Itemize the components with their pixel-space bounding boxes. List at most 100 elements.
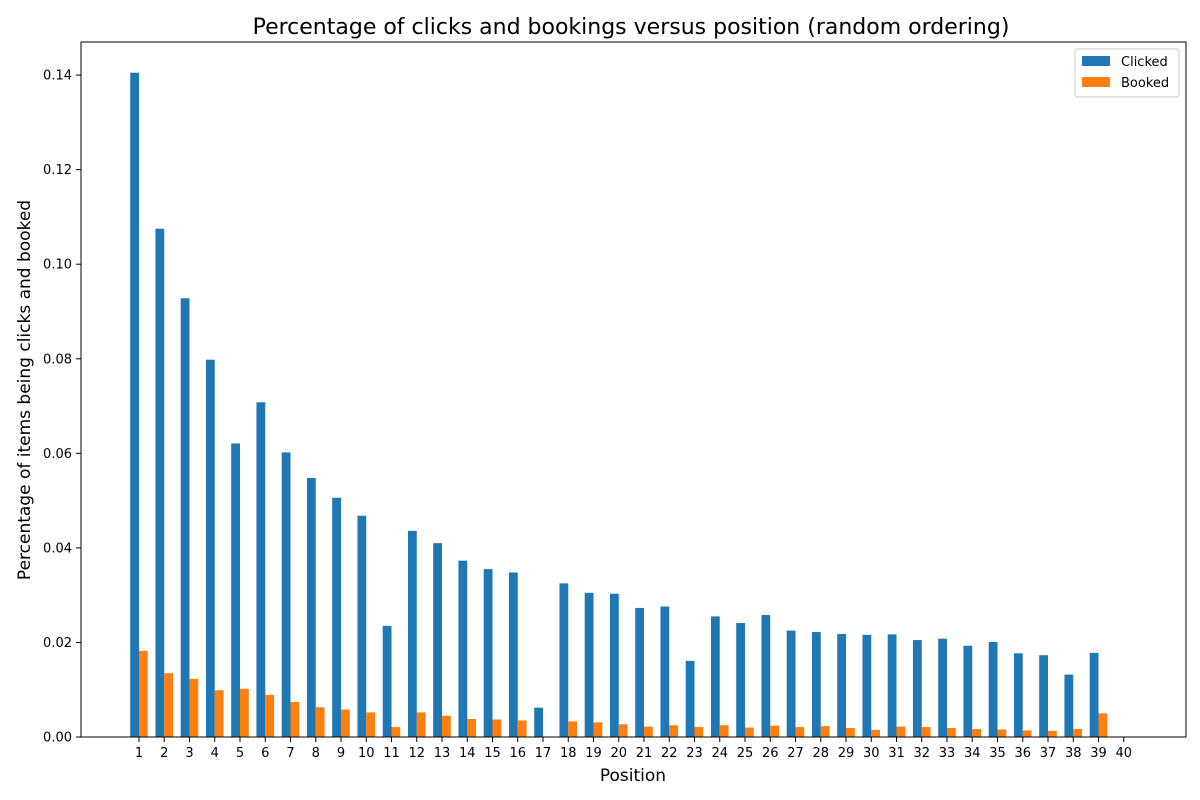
x-tick-label: 4 xyxy=(211,746,219,761)
bar-clicked-6 xyxy=(256,402,266,737)
bar-clicked-25 xyxy=(736,623,745,737)
bar-clicked-31 xyxy=(887,634,897,737)
bar-booked-35 xyxy=(997,729,1007,737)
x-tick-label: 3 xyxy=(185,746,193,761)
bar-clicked-2 xyxy=(155,228,165,737)
bar-booked-14 xyxy=(467,719,477,737)
bar-booked-27 xyxy=(795,727,805,737)
bar-booked-34 xyxy=(972,728,982,737)
y-tick-label: 0.10 xyxy=(43,258,72,273)
plot-frame xyxy=(80,41,1187,738)
y-tick-label: 0.04 xyxy=(43,541,72,556)
bar-clicked-20 xyxy=(609,593,619,737)
x-tick-label: 13 xyxy=(434,746,451,761)
bar-booked-6 xyxy=(265,694,275,737)
x-tick-label: 19 xyxy=(585,746,602,761)
bar-clicked-14 xyxy=(458,560,468,737)
x-tick-label: 1 xyxy=(135,746,143,761)
bar-clicked-7 xyxy=(281,452,291,737)
x-tick-label: 12 xyxy=(408,746,425,761)
bar-booked-19 xyxy=(593,722,603,737)
bar-booked-33 xyxy=(947,728,956,737)
y-axis: 0.00 0.02 0.04 0.06 0.08 0.10 0.12 0.14 xyxy=(43,69,81,746)
x-tick-label: 2 xyxy=(160,746,168,761)
x-tick-label: 5 xyxy=(236,746,244,761)
bar-booked-3 xyxy=(189,678,199,737)
bar-clicked-16 xyxy=(508,572,518,737)
legend-swatch-clicked xyxy=(1082,56,1110,66)
bar-booked-29 xyxy=(846,728,855,737)
x-tick-label: 25 xyxy=(737,746,754,761)
y-axis-label: Percentage of items being clicks and boo… xyxy=(15,200,35,580)
bar-booked-21 xyxy=(644,726,653,737)
bar-clicked-3 xyxy=(180,298,190,737)
x-tick-label: 24 xyxy=(711,746,728,761)
bar-clicked-13 xyxy=(433,543,442,737)
bar-booked-15 xyxy=(492,719,502,737)
bar-clicked-32 xyxy=(912,640,922,737)
x-tick-label: 6 xyxy=(261,746,269,761)
bar-booked-5 xyxy=(240,688,249,737)
bar-booked-4 xyxy=(214,690,224,737)
bar-booked-39 xyxy=(1098,713,1108,737)
bar-booked-18 xyxy=(568,721,578,737)
bar-booked-25 xyxy=(745,727,754,737)
bar-booked-13 xyxy=(442,715,451,737)
bar-clicked-5 xyxy=(231,443,240,737)
bar-clicked-30 xyxy=(862,634,872,737)
bar-clicked-12 xyxy=(407,530,417,737)
x-tick-label: 39 xyxy=(1090,746,1107,761)
bar-clicked-39 xyxy=(1089,652,1099,737)
x-tick-label: 21 xyxy=(636,746,653,761)
bar-clicked-37 xyxy=(1039,655,1048,737)
x-tick-label: 22 xyxy=(661,746,678,761)
x-tick-label: 9 xyxy=(337,746,345,761)
bar-clicked-11 xyxy=(382,625,392,737)
legend: Clicked Booked xyxy=(1074,48,1180,98)
bar-clicked-1 xyxy=(130,72,139,738)
bar-clicked-10 xyxy=(357,515,367,737)
bar-clicked-26 xyxy=(761,615,771,737)
bar-booked-11 xyxy=(391,727,401,737)
x-tick-label: 38 xyxy=(1065,746,1082,761)
x-tick-label: 8 xyxy=(312,746,320,761)
bar-clicked-17 xyxy=(534,707,543,737)
x-tick-label: 7 xyxy=(286,746,294,761)
bar-clicked-21 xyxy=(635,607,644,737)
x-tick-label: 35 xyxy=(989,746,1006,761)
y-tick-label: 0.02 xyxy=(43,636,72,651)
bar-clicked-28 xyxy=(811,632,821,737)
x-tick-label: 10 xyxy=(358,746,375,761)
x-tick-label: 17 xyxy=(535,746,552,761)
bar-booked-30 xyxy=(871,729,881,737)
bar-booked-38 xyxy=(1073,728,1083,737)
bar-booked-7 xyxy=(290,702,300,737)
bar-clicked-24 xyxy=(710,616,720,737)
bar-booked-36 xyxy=(1022,730,1032,737)
x-axis: 1 2 3 4 5 6 7 8 9 10 11 12 13 14 15 16 17 18 19 20 21 22 23 24 2… xyxy=(135,737,1132,761)
bar-clicked-19 xyxy=(584,592,594,737)
bars-group xyxy=(130,72,1108,738)
legend-swatch-booked xyxy=(1082,77,1110,87)
y-tick-label: 0.12 xyxy=(43,163,72,178)
bar-clicked-23 xyxy=(685,660,695,737)
bar-booked-28 xyxy=(820,726,830,737)
bar-booked-9 xyxy=(341,709,350,737)
x-tick-label: 29 xyxy=(838,746,855,761)
x-tick-label: 37 xyxy=(1040,746,1057,761)
x-tick-label: 26 xyxy=(762,746,779,761)
x-tick-label: 16 xyxy=(509,746,526,761)
legend-label-booked: Booked xyxy=(1121,76,1169,91)
bar-clicked-27 xyxy=(786,630,796,737)
y-tick-label: 0.00 xyxy=(43,731,72,746)
x-tick-label: 15 xyxy=(484,746,501,761)
bar-clicked-18 xyxy=(559,583,569,737)
bar-booked-37 xyxy=(1048,730,1057,737)
y-tick-label: 0.08 xyxy=(43,352,72,367)
x-tick-label: 36 xyxy=(1014,746,1031,761)
bar-clicked-35 xyxy=(988,641,998,737)
bar-booked-12 xyxy=(416,712,426,737)
bar-clicked-8 xyxy=(306,477,316,737)
bar-clicked-33 xyxy=(938,638,947,737)
